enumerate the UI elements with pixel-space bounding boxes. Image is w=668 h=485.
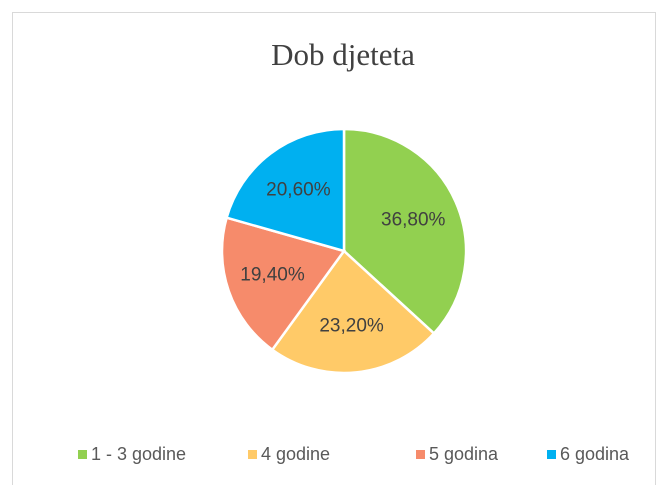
data-label: 20,60% xyxy=(266,180,331,201)
legend-swatch xyxy=(78,450,87,459)
legend-swatch xyxy=(248,450,257,459)
pie-slice xyxy=(270,249,436,375)
pie-slice xyxy=(225,127,346,253)
pie-slice xyxy=(342,127,468,336)
legend-label: 4 godine xyxy=(261,444,330,464)
legend-swatch xyxy=(547,450,556,459)
pie-slice xyxy=(220,216,347,352)
legend-label: 1 - 3 godine xyxy=(91,444,186,464)
legend-swatch xyxy=(416,450,425,459)
legend-label: 5 godina xyxy=(429,444,499,464)
data-label: 23,20% xyxy=(319,315,384,336)
data-label: 19,40% xyxy=(240,265,305,286)
chart-title: Dob djeteta xyxy=(271,37,415,72)
legend-label: 6 godina xyxy=(560,444,630,464)
data-label: 36,80% xyxy=(381,210,446,231)
